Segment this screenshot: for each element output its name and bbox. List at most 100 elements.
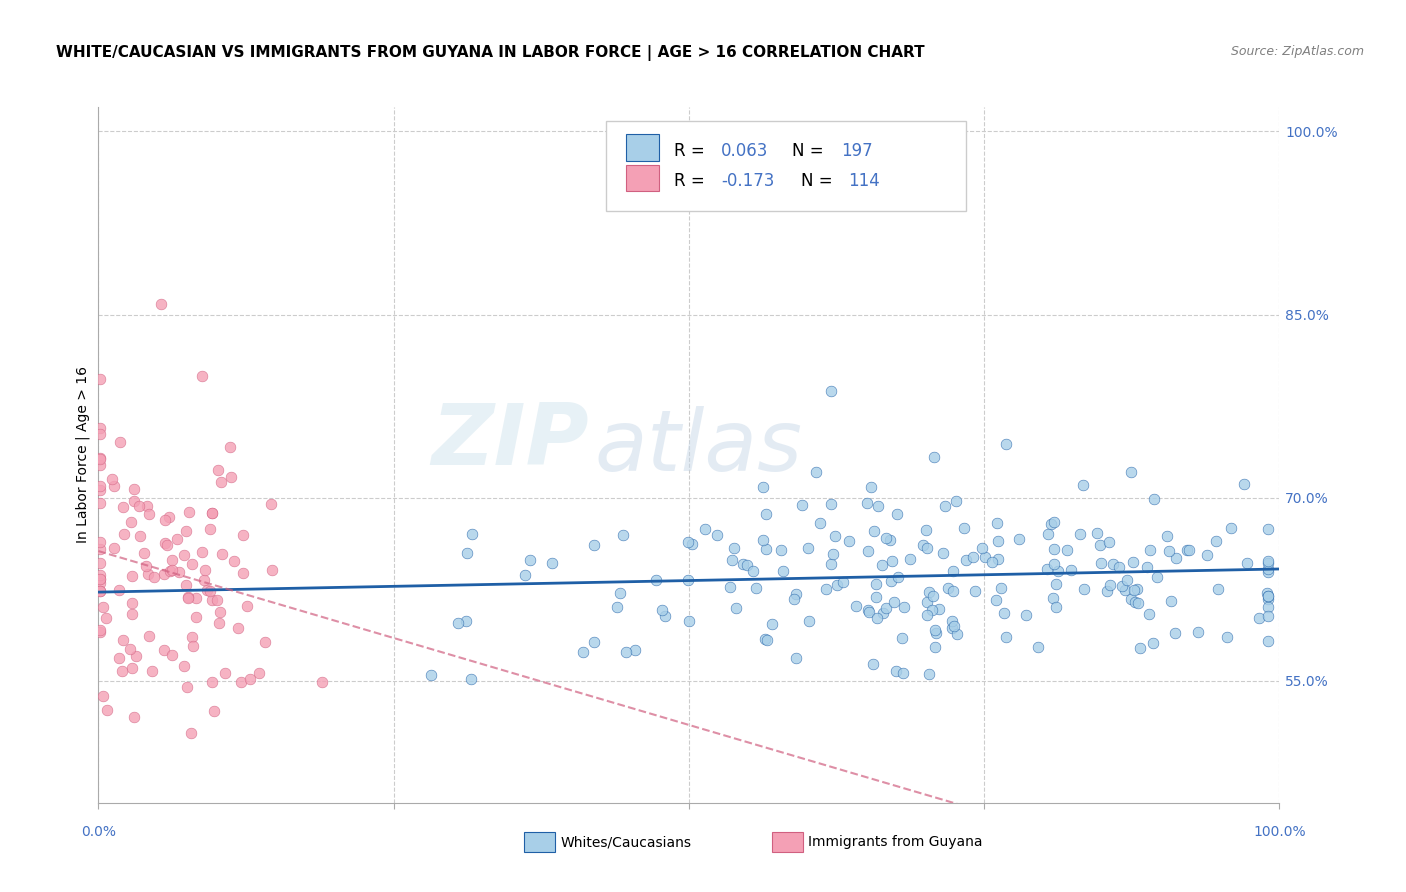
Point — [111, 500, 134, 514]
Point — [176, 680, 198, 694]
Point — [936, 582, 959, 596]
Point — [135, 558, 157, 573]
Point — [1256, 586, 1278, 600]
Point — [1175, 543, 1198, 558]
Point — [121, 568, 143, 582]
Point — [89, 450, 111, 465]
Point — [89, 576, 111, 591]
Point — [1142, 636, 1164, 650]
Point — [783, 591, 806, 606]
Point — [159, 564, 181, 578]
Point — [735, 558, 758, 572]
Point — [678, 535, 700, 549]
Point — [173, 659, 195, 673]
Point — [612, 528, 634, 542]
Text: -0.173: -0.173 — [721, 172, 775, 191]
Point — [191, 545, 214, 559]
Point — [1195, 548, 1218, 562]
Point — [205, 593, 228, 607]
Point — [572, 645, 595, 659]
Point — [866, 499, 889, 513]
Point — [654, 608, 676, 623]
Point — [1146, 570, 1168, 584]
Point — [456, 546, 478, 560]
Point — [792, 498, 814, 512]
Point — [1108, 560, 1130, 574]
Point — [872, 606, 894, 620]
Point — [924, 623, 946, 637]
Point — [190, 368, 212, 383]
Point — [1143, 491, 1166, 506]
Point — [1042, 542, 1064, 557]
Point — [721, 553, 744, 567]
Point — [953, 521, 976, 535]
Point — [973, 549, 995, 564]
Point — [138, 629, 160, 643]
Point — [733, 557, 755, 571]
Point — [1257, 562, 1279, 576]
Point — [859, 480, 882, 494]
Point — [676, 573, 699, 587]
Point — [1101, 557, 1123, 571]
Point — [201, 675, 224, 690]
Point — [174, 524, 197, 539]
Point — [797, 614, 820, 628]
Point — [253, 634, 276, 648]
Point — [201, 506, 224, 520]
Point — [754, 632, 776, 646]
Point — [582, 538, 605, 552]
Point — [1040, 516, 1063, 531]
Point — [89, 478, 111, 492]
Point — [152, 643, 174, 657]
Point — [941, 622, 963, 636]
Point — [1090, 538, 1112, 552]
Point — [1119, 466, 1142, 480]
Point — [797, 541, 820, 556]
Point — [1257, 589, 1279, 603]
Point — [125, 648, 148, 663]
Point — [862, 657, 884, 671]
Point — [208, 616, 231, 631]
Point — [194, 563, 217, 577]
Point — [89, 584, 111, 599]
Point — [1160, 594, 1182, 608]
Point — [785, 650, 807, 665]
Point — [987, 534, 1010, 549]
Point — [167, 565, 190, 579]
Point — [1099, 578, 1122, 592]
Point — [1126, 597, 1149, 611]
Point — [1090, 557, 1112, 571]
Point — [866, 611, 889, 625]
Point — [865, 590, 887, 604]
Point — [880, 574, 903, 589]
Point — [166, 533, 188, 547]
Point — [108, 651, 131, 665]
FancyBboxPatch shape — [606, 121, 966, 211]
Point — [1139, 543, 1161, 558]
Point — [921, 603, 943, 617]
Point — [193, 574, 215, 588]
Point — [972, 541, 994, 555]
Point — [461, 526, 484, 541]
Point — [1136, 559, 1159, 574]
Point — [232, 566, 254, 580]
Point — [678, 614, 700, 628]
Point — [990, 581, 1012, 595]
Point — [141, 664, 163, 678]
Point — [870, 558, 893, 573]
Point — [122, 493, 145, 508]
Point — [925, 625, 948, 640]
Point — [1085, 526, 1108, 541]
Point — [1187, 624, 1209, 639]
Point — [153, 513, 176, 527]
Point — [129, 529, 152, 543]
Point — [149, 297, 172, 311]
Point — [1098, 534, 1121, 549]
Point — [963, 584, 986, 599]
Point — [706, 528, 728, 542]
Point — [541, 556, 564, 570]
Point — [890, 632, 912, 646]
Point — [91, 599, 114, 614]
Point — [138, 507, 160, 521]
Point — [153, 536, 176, 550]
